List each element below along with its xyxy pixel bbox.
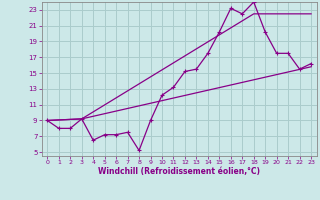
X-axis label: Windchill (Refroidissement éolien,°C): Windchill (Refroidissement éolien,°C) [98, 167, 260, 176]
